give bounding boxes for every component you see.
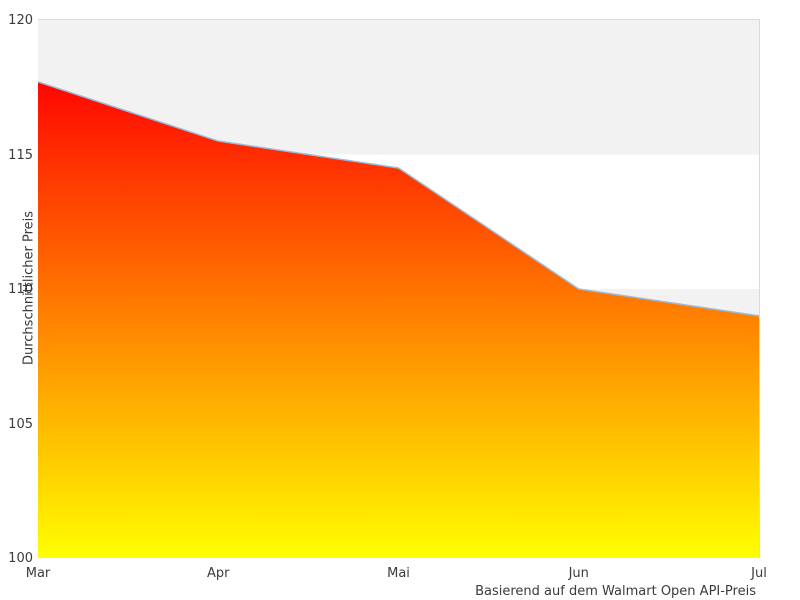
y-tick-label: 110 xyxy=(8,282,33,297)
price-line xyxy=(38,81,759,317)
x-tick-label: Apr xyxy=(207,566,230,581)
x-tick-label: Mar xyxy=(25,566,51,581)
area-chart-svg xyxy=(38,20,759,558)
x-tick-label: Mai xyxy=(387,566,410,581)
y-tick-label: 115 xyxy=(8,147,33,163)
x-tick-label: Jun xyxy=(568,566,589,581)
y-tick-label: 100 xyxy=(8,551,33,566)
area-fill xyxy=(38,81,759,558)
chart-caption: Basierend auf dem Walmart Open API-Preis xyxy=(475,584,756,599)
x-tick-label: Jul xyxy=(751,566,767,581)
y-axis-label: Durchschnittlicher Preis xyxy=(21,210,37,366)
y-tick-label: 105 xyxy=(8,416,33,432)
plot-area xyxy=(38,19,760,558)
y-tick-label: 120 xyxy=(8,13,33,28)
